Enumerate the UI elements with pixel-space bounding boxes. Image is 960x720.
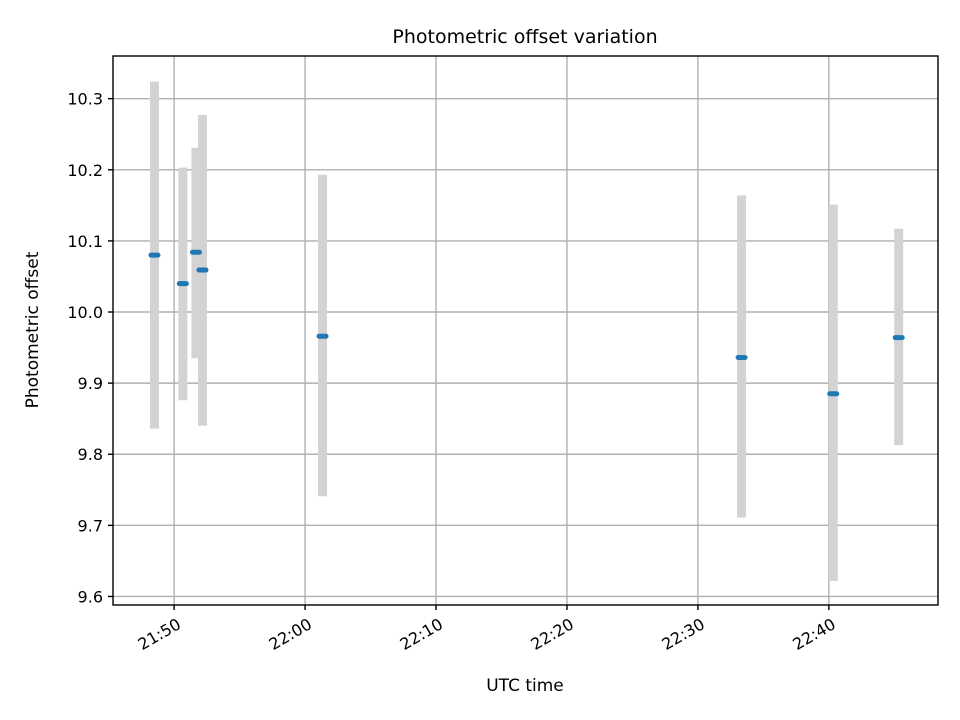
y-tick-label: 9.6	[78, 587, 103, 606]
error-bars	[149, 81, 904, 581]
y-tick-label: 10.2	[67, 161, 103, 180]
x-axis-label: UTC time	[486, 676, 564, 696]
x-axis-ticks: 21:50 22:00 22:10 22:20 22:30 22:40	[135, 605, 839, 654]
x-tick-label: 22:20	[528, 614, 577, 654]
y-axis-label: Photometric offset	[23, 251, 43, 408]
x-tick-label: 22:40	[789, 614, 838, 654]
x-tick-label: 22:30	[658, 614, 707, 654]
y-tick-label: 9.9	[78, 374, 103, 393]
data-points	[148, 249, 905, 397]
y-tick-label: 10.3	[67, 90, 103, 109]
y-axis-ticks: 9.6 9.7 9.8 9.9 10.0 10.1 10.2 10.3	[67, 90, 113, 606]
x-tick-label: 21:50	[135, 614, 184, 654]
y-tick-label: 9.7	[78, 516, 103, 535]
y-tick-label: 10.1	[67, 232, 103, 251]
chart-title: Photometric offset variation	[392, 26, 657, 48]
grid-lines	[113, 56, 938, 605]
plot-frame	[112, 55, 939, 606]
y-tick-label: 10.0	[67, 303, 103, 322]
x-tick-label: 22:00	[266, 614, 315, 654]
y-tick-label: 9.8	[78, 445, 103, 464]
x-tick-label: 22:10	[397, 614, 446, 654]
